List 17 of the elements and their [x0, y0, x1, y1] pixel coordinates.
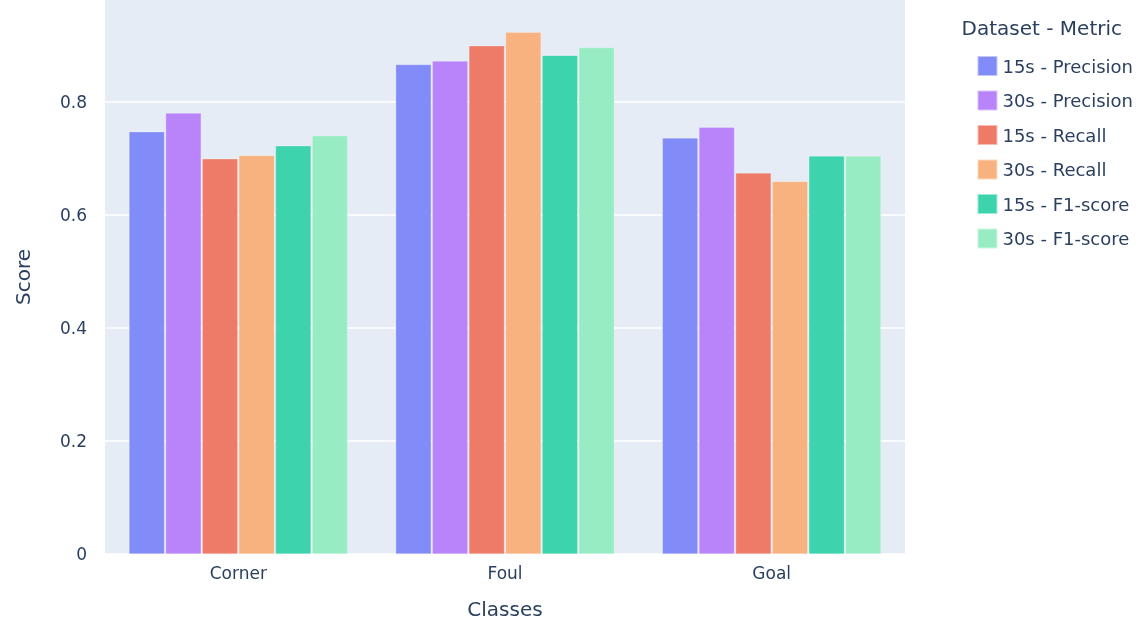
y-axis-title: Score	[11, 248, 35, 306]
legend-label: 30s - F1-score	[1002, 228, 1130, 249]
y-tick-label: 0.6	[59, 204, 87, 225]
y-tick-label: 0	[76, 544, 87, 564]
legend-label: 30s - Recall	[1002, 159, 1107, 180]
legend-label: 15s - F1-score	[1002, 193, 1130, 215]
y-tick-label: 0.8	[59, 91, 87, 112]
legend-label: 15s - Precision	[1002, 55, 1134, 77]
x-tick-label: Foul	[487, 562, 523, 583]
x-tick-label: Goal	[752, 562, 792, 583]
x-axis-title: Classes	[467, 597, 543, 621]
y-tick-label: 0.4	[59, 317, 87, 338]
x-tick-label: Corner	[209, 562, 267, 583]
y-tick-label: 0.2	[59, 430, 87, 451]
legend-label: 15s - Recall	[1002, 124, 1107, 146]
legend-title: Dataset - Metric	[961, 16, 1123, 40]
legend-label: 30s - Precision	[1002, 90, 1134, 111]
